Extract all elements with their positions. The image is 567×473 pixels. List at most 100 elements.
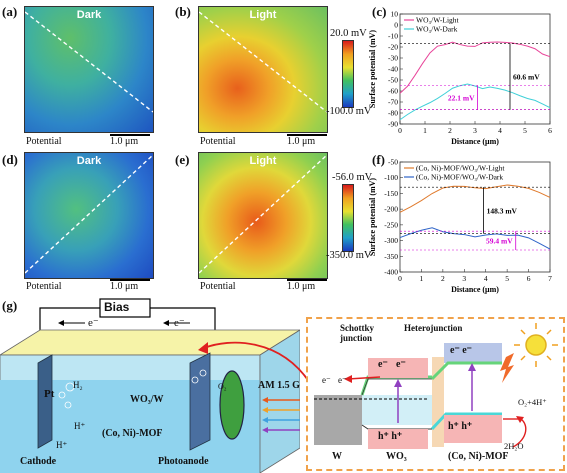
- o2-reaction-label: O₂+4H⁺: [518, 397, 547, 407]
- y-tick-label: -250: [384, 220, 398, 229]
- wo3w-label: WO₃/W: [130, 394, 164, 405]
- y-tick-label: -20: [388, 43, 398, 52]
- zoom-arrow: [198, 341, 311, 384]
- colorbar-min-label: -350.0 mV: [326, 250, 372, 261]
- x-tick-label: 3: [473, 126, 477, 135]
- conimof-label: (Co, Ni)-MOF: [102, 428, 163, 439]
- series-line: [399, 184, 551, 213]
- y-tick-label: -100: [384, 173, 398, 182]
- series-line: [399, 227, 551, 250]
- y-tick-label: -90: [388, 120, 398, 129]
- scale-bar-label: 1.0 μm: [110, 136, 139, 147]
- gap-label: 60.6 mV: [513, 73, 540, 82]
- panel-label-e: (e): [175, 152, 190, 167]
- y-tick-label: -200: [384, 205, 398, 214]
- potential-label: Potential: [200, 281, 236, 292]
- panel-label-f: (f): [372, 152, 385, 167]
- map-title: Dark: [76, 155, 102, 167]
- photoanode-window: [219, 370, 245, 440]
- diagonal-line: [25, 11, 153, 113]
- electron-label: e⁻: [322, 375, 331, 385]
- y-tick-label: -60: [388, 87, 398, 96]
- scale-bar-label: 1.0 μm: [287, 281, 316, 292]
- legend-label: WO₃/W-Light: [416, 16, 460, 25]
- scale-bar-label: 1.0 μm: [287, 136, 316, 147]
- plot-area: [399, 161, 551, 273]
- pt-electrode: [37, 354, 53, 449]
- scale-bar: [287, 134, 327, 136]
- band-diagram-inset: Schottky junction Heterojunction e⁻ e⁻ e…: [306, 317, 565, 471]
- y-tick-label: -80: [388, 109, 398, 118]
- potential-label: Potential: [26, 136, 62, 147]
- y-tick-label: -70: [388, 98, 398, 107]
- chart-c: 0 1 2 3 4 5 6 -90 -80 -70 -60 -50 -40 -30 -20 -10 0 10 Dis…: [368, 10, 552, 147]
- x-tick-label: 5: [505, 274, 509, 283]
- scale-bar-label: 1.0 μm: [110, 281, 139, 292]
- y-tick-label: -350: [384, 252, 398, 261]
- x-tick-label: 0: [398, 274, 402, 283]
- x-tick-label: 0: [398, 126, 402, 135]
- diagonal-line: [199, 11, 327, 113]
- panel-label-g: (g): [2, 298, 18, 313]
- x-tick-label: 3: [462, 274, 466, 283]
- panel-label-c: (c): [372, 4, 387, 19]
- schottky-label: Schottky junction: [340, 323, 375, 343]
- kpfm-map-e-light: Light: [198, 152, 328, 279]
- diagonal-line: [25, 154, 153, 274]
- mof-label: (Co, Ni)-MOF: [448, 451, 509, 462]
- potential-label: Potential: [26, 281, 62, 292]
- scale-bar: [110, 134, 150, 136]
- y-tick-label: -50: [388, 158, 398, 167]
- x-tick-label: 7: [548, 274, 552, 283]
- am-label: AM 1.5 G: [258, 380, 300, 391]
- colorbar: [342, 184, 354, 252]
- panel-label-d: (d): [2, 152, 18, 167]
- legend-label: WO₃/W-Dark: [416, 25, 458, 34]
- photoanode-label: Photoanode: [158, 456, 209, 467]
- h2-label: H₂: [73, 380, 83, 390]
- electron-label: e⁻: [174, 317, 185, 329]
- y-axis-label: Surface potential (mV): [368, 178, 377, 257]
- series-line: [399, 41, 551, 94]
- electron-label: e⁻: [338, 375, 347, 385]
- kpfm-map-d-dark: Dark: [24, 152, 154, 279]
- hole-label: h⁺ h⁺: [378, 431, 403, 442]
- colorbar: [342, 40, 354, 108]
- potential-label: Potential: [200, 136, 236, 147]
- cathode-label: Cathode: [20, 456, 57, 467]
- series-line: [399, 83, 551, 121]
- bias-label: Bias: [104, 300, 130, 314]
- y-tick-label: 10: [391, 10, 399, 19]
- hole-label: h⁺ h⁺: [448, 421, 473, 432]
- scale-bar: [287, 279, 327, 281]
- heterojunction-label: Heterojunction: [404, 323, 463, 333]
- inner-label: 59.4 mV: [486, 237, 513, 246]
- panel-label-a: (a): [2, 4, 18, 19]
- bias-circuit: [39, 298, 216, 330]
- legend-label: (Co, Ni)-MOF/WO₃/W-Dark: [416, 173, 503, 182]
- pt-label: Pt: [44, 388, 55, 400]
- x-tick-label: 1: [423, 126, 427, 135]
- kpfm-map-b-light: Light: [198, 6, 328, 133]
- electron-label: e⁻: [378, 359, 388, 370]
- panel-label-b: (b): [175, 4, 191, 19]
- x-tick-label: 4: [484, 274, 488, 283]
- x-tick-label: 1: [420, 274, 424, 283]
- x-tick-label: 6: [548, 126, 552, 135]
- colorbar-min-label: -100.0 mV: [326, 106, 372, 117]
- y-tick-label: -300: [384, 236, 398, 245]
- w-label: W: [332, 451, 342, 462]
- x-tick-label: 2: [448, 126, 452, 135]
- plot-area: [399, 13, 551, 125]
- water-label: 2H₂O: [504, 441, 524, 451]
- electron-label: e⁻: [88, 317, 99, 329]
- h-plus-label: H⁺: [74, 421, 86, 431]
- y-tick-label: 0: [394, 21, 398, 30]
- y-tick-label: -40: [388, 65, 398, 74]
- electron-label: e⁻: [396, 359, 406, 370]
- band-diagram: [314, 323, 558, 449]
- map-title: Light: [249, 155, 277, 167]
- y-tick-label: -10: [388, 32, 398, 41]
- x-axis-label: Distance (μm): [451, 285, 499, 294]
- o2-label: O₂: [218, 382, 227, 391]
